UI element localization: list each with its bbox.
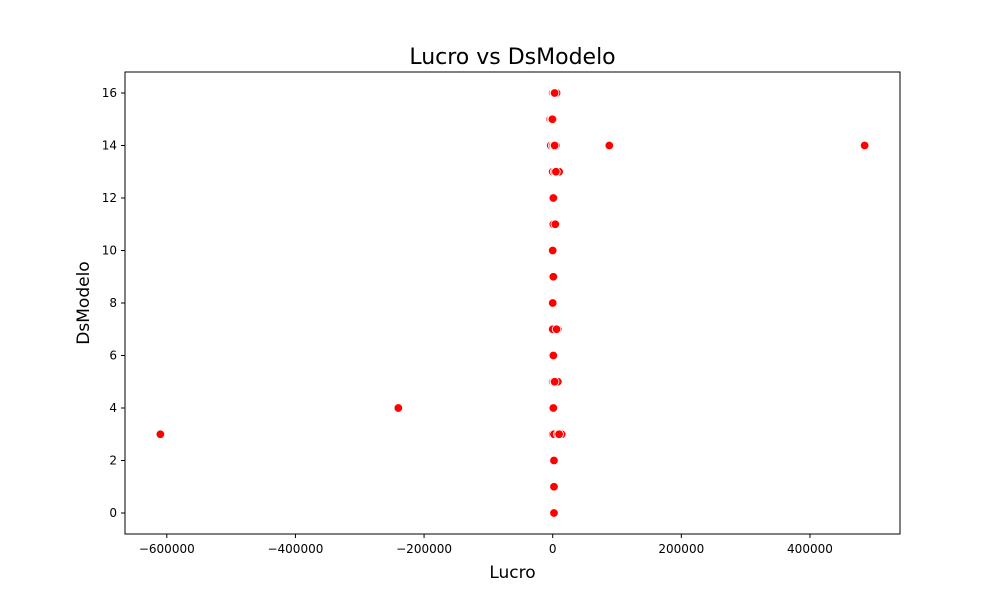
data-point — [155, 429, 166, 439]
data-point — [549, 482, 559, 492]
data-point — [604, 140, 614, 151]
x-tick-label: 200000 — [658, 542, 704, 556]
y-tick-label: 10 — [102, 244, 117, 258]
data-point — [548, 350, 559, 361]
x-tick-label: 400000 — [787, 542, 833, 556]
y-axis-ticks: 0 2 4 6 8 10 12 14 16 — [102, 86, 125, 520]
y-tick-label: 16 — [102, 86, 117, 100]
data-point — [548, 403, 559, 413]
data-point — [547, 114, 558, 124]
data-point — [550, 219, 560, 229]
y-tick-label: 8 — [109, 296, 117, 310]
data-point — [548, 245, 558, 256]
data-point — [548, 272, 559, 282]
x-axis-ticks: −600000 −400000 −200000 0 200000 400000 — [139, 534, 833, 556]
data-point — [859, 140, 870, 151]
data-point — [549, 377, 560, 387]
data-point — [549, 508, 559, 518]
data-point — [549, 140, 560, 151]
data-point — [548, 298, 558, 308]
y-tick-label: 12 — [102, 191, 117, 205]
y-tick-label: 4 — [109, 401, 117, 415]
data-point — [549, 455, 559, 466]
x-axis-label: Lucro — [489, 563, 535, 583]
points-layer — [155, 88, 870, 518]
data-point — [551, 167, 561, 177]
x-tick-label: 0 — [549, 542, 557, 556]
x-tick-label: −400000 — [267, 542, 323, 556]
chart-title: Lucro vs DsModelo — [409, 45, 615, 70]
y-tick-label: 14 — [102, 139, 117, 153]
y-tick-label: 2 — [109, 454, 117, 468]
data-point — [549, 88, 560, 98]
x-tick-label: −600000 — [139, 542, 195, 556]
x-tick-label: −200000 — [396, 542, 452, 556]
y-tick-label: 6 — [109, 349, 117, 363]
data-point — [551, 324, 562, 334]
data-point — [554, 429, 564, 439]
y-axis-label: DsModelo — [74, 261, 94, 344]
data-point — [393, 403, 404, 413]
y-tick-label: 0 — [109, 506, 117, 520]
data-point — [548, 193, 559, 203]
